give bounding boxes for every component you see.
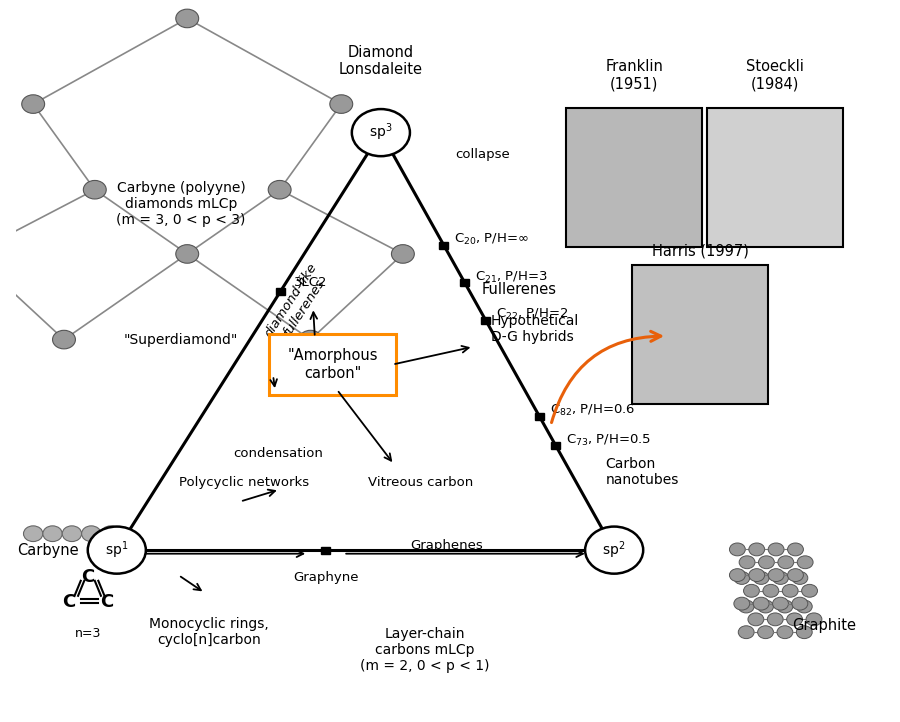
Circle shape (749, 569, 765, 581)
Circle shape (176, 245, 199, 264)
Circle shape (352, 109, 410, 156)
Text: Carbon
nanotubes: Carbon nanotubes (606, 456, 679, 487)
Text: collapse: collapse (455, 147, 510, 160)
Text: Fullerenes: Fullerenes (482, 282, 557, 297)
Circle shape (88, 526, 146, 574)
Text: Graphite: Graphite (792, 617, 856, 632)
Circle shape (738, 600, 754, 613)
Circle shape (802, 584, 817, 597)
Circle shape (769, 543, 784, 556)
Text: C$_{21}$, P/H=3: C$_{21}$, P/H=3 (475, 269, 548, 284)
Bar (482, 317, 490, 324)
Circle shape (22, 95, 45, 113)
Circle shape (792, 597, 808, 610)
Circle shape (730, 543, 745, 556)
Circle shape (734, 597, 750, 610)
Circle shape (777, 626, 793, 639)
Text: Hypothetical
D-G hybrids: Hypothetical D-G hybrids (491, 314, 580, 344)
Text: sp$^{1}$: sp$^{1}$ (105, 539, 129, 561)
Circle shape (176, 9, 199, 27)
Circle shape (730, 569, 745, 581)
Circle shape (763, 584, 778, 597)
Text: diamond-like
fullerenes: diamond-like fullerenes (262, 261, 332, 347)
Circle shape (739, 556, 755, 569)
Text: Harris (1997): Harris (1997) (652, 244, 749, 259)
Circle shape (101, 526, 121, 542)
FancyBboxPatch shape (268, 334, 396, 395)
Text: 3LC2: 3LC2 (293, 277, 328, 290)
Circle shape (806, 613, 822, 626)
Circle shape (777, 600, 793, 613)
Circle shape (788, 543, 804, 556)
Circle shape (62, 526, 82, 542)
Bar (552, 442, 560, 449)
Text: "Amorphous
carbon": "Amorphous carbon" (287, 349, 378, 380)
Bar (536, 413, 544, 420)
Text: sp$^{3}$: sp$^{3}$ (369, 122, 392, 144)
Text: condensation: condensation (233, 447, 323, 461)
Text: Diamond
Lonsdaleite: Diamond Lonsdaleite (339, 45, 423, 77)
Text: "Superdiamond": "Superdiamond" (124, 333, 238, 347)
Text: Polycyclic networks: Polycyclic networks (179, 476, 310, 489)
Circle shape (788, 569, 804, 581)
Circle shape (753, 572, 770, 584)
Circle shape (734, 572, 750, 584)
Circle shape (748, 613, 764, 626)
Circle shape (743, 584, 760, 597)
Bar (706, 108, 843, 247)
Text: C: C (101, 593, 113, 611)
Text: Graphyne: Graphyne (292, 570, 358, 584)
Circle shape (43, 526, 62, 542)
Circle shape (329, 95, 353, 113)
Text: Carbyne (polyyne)
diamonds mLCp
(m = 3, 0 < p < 3): Carbyne (polyyne) diamonds mLCp (m = 3, … (116, 180, 246, 227)
Text: C$_{22}$, P/H=2: C$_{22}$, P/H=2 (497, 308, 569, 322)
Circle shape (82, 526, 101, 542)
Bar (321, 547, 330, 554)
Text: C$_{82}$, P/H=0.6: C$_{82}$, P/H=0.6 (550, 404, 635, 418)
Bar (566, 108, 702, 247)
Text: Monocyclic rings,
cyclo[n]carbon: Monocyclic rings, cyclo[n]carbon (149, 617, 269, 648)
Circle shape (796, 626, 812, 639)
Circle shape (778, 556, 794, 569)
Circle shape (797, 556, 813, 569)
Bar (632, 265, 769, 404)
Circle shape (52, 330, 76, 349)
Circle shape (796, 600, 812, 613)
Text: C$_{73}$, P/H=0.5: C$_{73}$, P/H=0.5 (566, 432, 652, 448)
Circle shape (268, 180, 291, 199)
Text: Graphenes: Graphenes (410, 539, 483, 552)
Bar (276, 287, 285, 295)
Text: n=3: n=3 (75, 627, 101, 640)
Circle shape (749, 543, 765, 556)
Circle shape (759, 556, 774, 569)
Circle shape (585, 526, 644, 574)
Circle shape (772, 572, 788, 584)
Circle shape (787, 613, 803, 626)
Bar (439, 242, 448, 249)
Text: Vitreous carbon: Vitreous carbon (368, 476, 472, 489)
Circle shape (84, 180, 106, 199)
Text: sp$^{2}$: sp$^{2}$ (602, 539, 626, 561)
Bar (461, 279, 469, 287)
Circle shape (758, 600, 773, 613)
Text: C: C (62, 593, 75, 611)
Circle shape (738, 626, 754, 639)
Text: Stoeckli
(1984): Stoeckli (1984) (746, 58, 805, 91)
Circle shape (299, 330, 322, 349)
Text: C: C (81, 567, 94, 586)
Circle shape (782, 584, 798, 597)
Circle shape (753, 597, 770, 610)
Circle shape (23, 526, 43, 542)
Circle shape (792, 572, 808, 584)
Circle shape (772, 597, 788, 610)
Text: Layer-chain
carbons mLCp
(m = 2, 0 < p < 1): Layer-chain carbons mLCp (m = 2, 0 < p <… (360, 627, 490, 673)
Circle shape (392, 245, 414, 264)
Circle shape (758, 626, 773, 639)
Text: Franklin
(1951): Franklin (1951) (606, 58, 663, 91)
Circle shape (768, 613, 783, 626)
Text: C$_{20}$, P/H=∞: C$_{20}$, P/H=∞ (454, 232, 529, 247)
Text: Carbyne: Carbyne (17, 543, 79, 557)
Circle shape (769, 569, 784, 581)
